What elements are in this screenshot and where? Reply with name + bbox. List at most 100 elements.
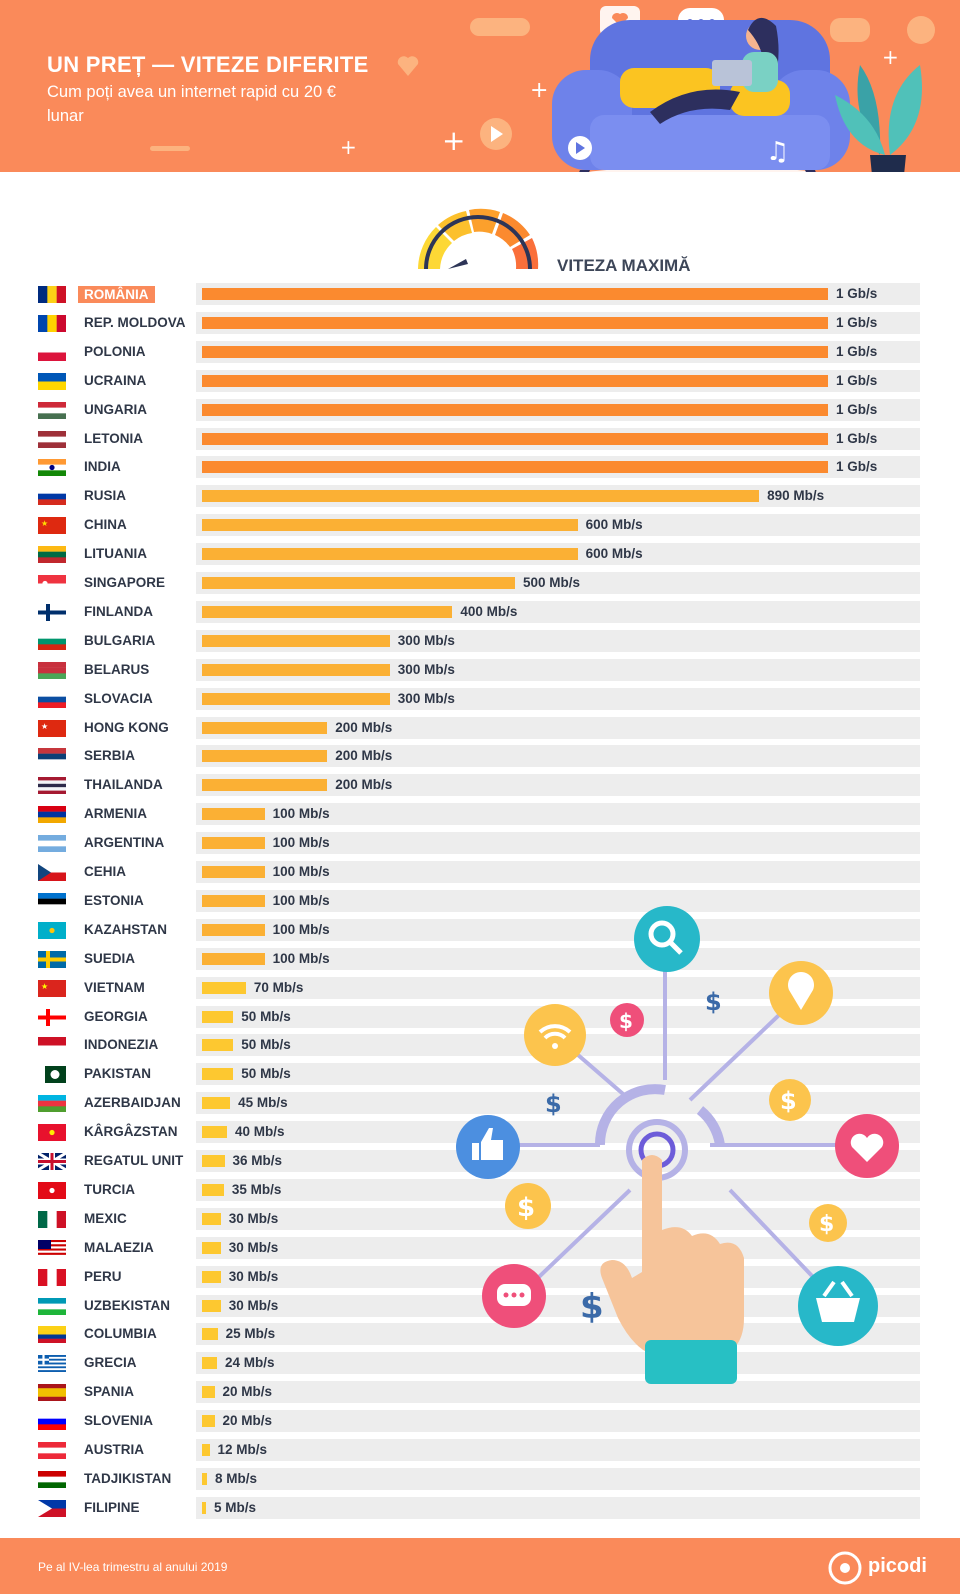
bar: [202, 345, 828, 358]
bar-value-label: 30 Mb/s: [228, 1239, 279, 1255]
bar-value-label: 100 Mb/s: [272, 806, 330, 822]
bar-track: 30 Mb/s: [196, 1236, 920, 1259]
country-label: KÂRGÂZSTAN: [84, 1124, 178, 1140]
country-flag-icon: [38, 314, 67, 332]
country-flag-icon: [38, 1470, 66, 1489]
bar: [202, 1068, 234, 1081]
bar-track: 50 Mb/s: [196, 1034, 920, 1057]
bar: [202, 1472, 207, 1485]
bar-row: MALAEZIA 30 Mb/s: [38, 1236, 920, 1259]
country-flag-icon: [38, 1181, 66, 1200]
bar-track: 35 Mb/s: [196, 1178, 920, 1201]
header-illustration: + + + + ♫: [150, 6, 935, 172]
bar-row: ROMÂNIA 1 Gb/s: [38, 283, 920, 305]
bar-track: 200 Mb/s: [196, 774, 920, 797]
country-label: HONG KONG: [84, 719, 169, 735]
bar-track: 400 Mb/s: [196, 600, 920, 623]
speech-bubble-deco: [470, 18, 530, 36]
bar-row: SUEDIA 100 Mb/s: [38, 947, 920, 970]
bar-row: LITUANIA 600 Mb/s: [38, 543, 920, 566]
bar-track: 890 Mb/s: [196, 485, 920, 508]
country-flag-icon: [38, 632, 66, 650]
svg-text:★: ★: [41, 722, 48, 731]
bar-track: 30 Mb/s: [196, 1207, 920, 1230]
bar-track: 1 Gb/s: [196, 427, 920, 450]
bar-value-label: 50 Mb/s: [241, 1008, 291, 1024]
bar-track: 100 Mb/s: [196, 803, 920, 826]
bar-row: THAILANDA 200 Mb/s: [38, 774, 920, 797]
bar-row: ARGENTINA 100 Mb/s: [38, 832, 920, 855]
bar-track: 30 Mb/s: [196, 1265, 920, 1288]
country-flag-icon: [38, 777, 66, 795]
bar: [202, 1386, 215, 1399]
country-flag-icon: [38, 1297, 66, 1315]
bar-track: 1 Gb/s: [196, 340, 920, 363]
bar-value-label: 1 Gb/s: [836, 401, 878, 417]
bar-track: 1 Gb/s: [196, 398, 920, 421]
bar: [202, 1501, 206, 1514]
plant-illustration: [835, 65, 922, 172]
bar-value-label: 20 Mb/s: [222, 1384, 273, 1400]
country-label: AUSTRIA: [84, 1442, 144, 1457]
bar: [202, 374, 828, 387]
bar-value-label: 200 Mb/s: [335, 777, 393, 793]
country-flag-icon: [38, 1037, 66, 1055]
bar-row: AUSTRIA 12 Mb/s: [38, 1439, 920, 1461]
bar-value-label: 5 Mb/s: [214, 1499, 257, 1515]
country-label: UNGARIA: [84, 401, 147, 417]
bar-row: ★ CHINA 600 Mb/s: [38, 514, 920, 537]
country-flag-icon: [38, 921, 66, 939]
country-flag-icon: [38, 661, 66, 679]
bar: [202, 1212, 221, 1225]
country-flag-icon: [38, 1210, 67, 1228]
country-flag-icon: [38, 603, 66, 621]
bar-row: UCRAINA 1 Gb/s: [38, 369, 920, 392]
bar: [202, 923, 265, 936]
bar: [202, 692, 390, 705]
bar-track: 100 Mb/s: [196, 861, 920, 883]
bar: [202, 605, 453, 618]
bar-value-label: 500 Mb/s: [523, 575, 581, 590]
bar-value-label: 30 Mb/s: [228, 1268, 279, 1284]
bar-row: FINLANDA 400 Mb/s: [38, 600, 920, 623]
bar: [202, 490, 760, 503]
svg-text:★: ★: [41, 519, 48, 528]
bar: [202, 548, 578, 561]
bar: [202, 634, 390, 647]
bar-value-label: 300 Mb/s: [397, 661, 455, 677]
bar-row: GRECIA 24 Mb/s: [38, 1352, 920, 1375]
bar-row: PERU 30 Mb/s: [38, 1265, 920, 1288]
country-flag-icon: [38, 459, 66, 477]
country-flag-icon: [38, 1066, 66, 1084]
bar: [202, 952, 265, 965]
bar-track: 30 Mb/s: [196, 1294, 920, 1317]
country-label: ESTONIA: [84, 892, 144, 908]
bar-value-label: 1 Gb/s: [836, 286, 878, 301]
bar-row: REGATUL UNIT 36 Mb/s: [37, 1150, 920, 1172]
bar-row: SLOVACIA 300 Mb/s: [38, 687, 920, 710]
bar: [202, 750, 328, 763]
bar: [202, 837, 265, 850]
country-label: SUEDIA: [84, 950, 136, 966]
country-flag-icon: [38, 864, 66, 881]
bar-row: AZERBAIDJAN 45 Mb/s: [38, 1092, 920, 1115]
country-flag-icon: [38, 1326, 66, 1344]
bar-value-label: 50 Mb/s: [241, 1066, 291, 1082]
bar-track: 25 Mb/s: [196, 1323, 920, 1346]
bar-track: 1 Gb/s: [196, 311, 920, 334]
heart-deco-icon: [397, 56, 419, 76]
country-label: KAZAHSTAN: [84, 921, 167, 937]
bar-value-label: 40 Mb/s: [235, 1124, 285, 1140]
svg-text:♫: ♫: [766, 137, 789, 167]
bar: [202, 721, 328, 734]
bar: [202, 1299, 221, 1312]
bar-row: ESTONIA 100 Mb/s: [38, 889, 920, 912]
bar: [202, 1155, 225, 1167]
bar-value-label: 600 Mb/s: [585, 517, 643, 533]
page-subtitle: Cum poți avea un internet rapid cu 20 € …: [47, 83, 336, 125]
country-flag-icon: [38, 1355, 66, 1373]
footer-banner: Pe al IV-lea trimestru al anului 2019 pi…: [0, 1538, 960, 1594]
bar-row: RUSIA 890 Mb/s: [38, 485, 920, 508]
bar-track: 12 Mb/s: [196, 1439, 920, 1461]
country-flag-icon: [38, 1239, 66, 1257]
